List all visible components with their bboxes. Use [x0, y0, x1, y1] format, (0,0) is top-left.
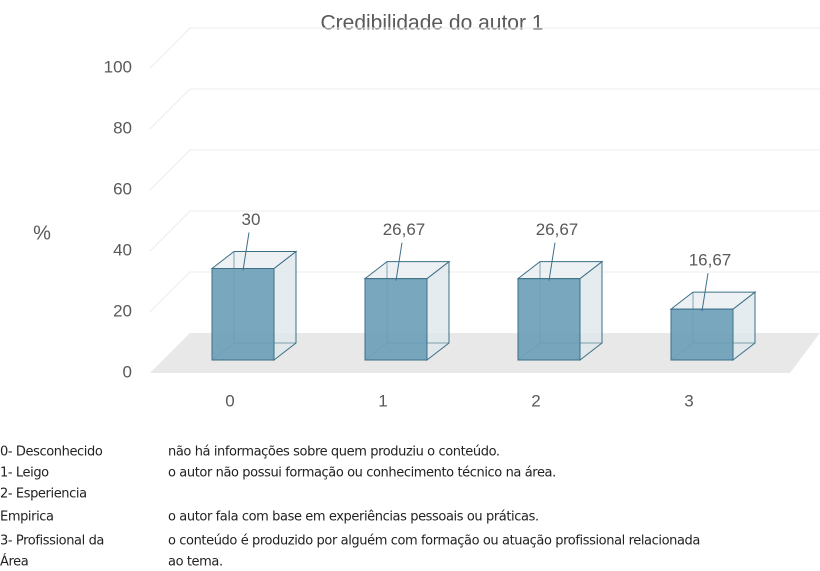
note-key: 3- Profissional da — [0, 534, 104, 549]
y-tick-label: 0 — [123, 362, 132, 381]
x-tick-label: 2 — [531, 391, 540, 410]
value-label: 26,67 — [536, 220, 579, 239]
note-key: 1- Leigo — [0, 466, 49, 481]
note-description: ao tema. — [168, 555, 223, 570]
note-description: o autor fala com base em experiências pe… — [168, 510, 539, 525]
y-tick-label: 20 — [113, 301, 132, 320]
value-label: 16,67 — [689, 251, 732, 270]
leader-line — [701, 273, 709, 312]
grid-line — [149, 271, 820, 313]
grid-line — [149, 27, 820, 69]
note-description: o autor não possui formação ou conhecime… — [168, 466, 556, 481]
leader-line — [242, 232, 250, 271]
x-tick-label: 1 — [378, 391, 387, 410]
note-description: o conteúdo é produzido por alguém com fo… — [168, 534, 700, 549]
leader-line — [548, 242, 556, 281]
value-label: 30 — [242, 210, 261, 229]
y-tick-label: 80 — [113, 118, 132, 137]
chart-title: Credibilidade do autor 1 — [321, 12, 544, 35]
bar-side — [273, 250, 297, 362]
bar — [211, 268, 275, 361]
y-tick-label: 100 — [104, 57, 132, 76]
bar — [670, 308, 734, 361]
y-tick-label: 40 — [113, 240, 132, 259]
grid-line — [149, 210, 820, 252]
note-key: 2- Esperiencia — [0, 487, 87, 502]
y-axis-label: % — [33, 222, 51, 244]
x-tick-label: 3 — [684, 391, 693, 410]
floor — [150, 333, 820, 373]
grid-line — [149, 149, 820, 191]
note-key: Empirica — [0, 510, 54, 525]
bar — [517, 278, 581, 361]
bar — [364, 278, 428, 361]
grid-line — [149, 88, 820, 130]
note-description: não há informações sobre quem produziu o… — [168, 445, 500, 460]
value-label: 26,67 — [383, 220, 426, 239]
y-tick-label: 60 — [113, 179, 132, 198]
note-key: Área — [0, 554, 28, 570]
leader-line — [395, 242, 403, 281]
note-key: 0- Desconhecido — [0, 445, 103, 460]
x-tick-label: 0 — [225, 391, 234, 410]
